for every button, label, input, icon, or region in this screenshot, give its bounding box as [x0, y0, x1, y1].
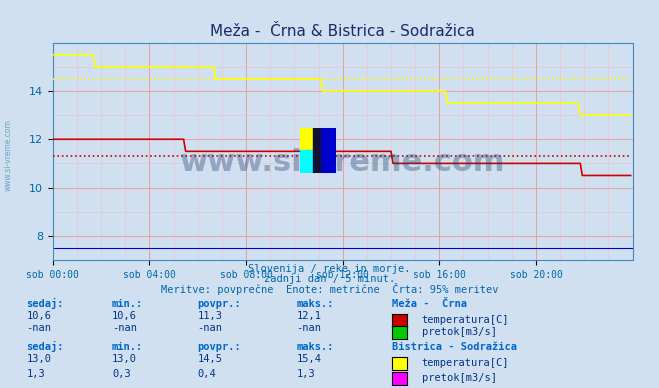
Polygon shape — [314, 128, 320, 173]
Text: povpr.:: povpr.: — [198, 298, 241, 308]
Bar — [318, 128, 336, 173]
Text: 0,4: 0,4 — [198, 369, 216, 379]
Text: zadnji dan / 5 minut.: zadnji dan / 5 minut. — [264, 274, 395, 284]
Text: maks.:: maks.: — [297, 342, 334, 352]
Text: 1,3: 1,3 — [297, 369, 315, 379]
Text: 10,6: 10,6 — [26, 311, 51, 321]
Text: temperatura[C]: temperatura[C] — [422, 315, 509, 325]
Text: min.:: min.: — [112, 298, 143, 308]
Text: 11,3: 11,3 — [198, 311, 223, 321]
Text: www.si-vreme.com: www.si-vreme.com — [3, 119, 13, 191]
Text: -nan: -nan — [198, 323, 223, 333]
Text: -nan: -nan — [112, 323, 137, 333]
Text: -nan: -nan — [26, 323, 51, 333]
Text: pretok[m3/s]: pretok[m3/s] — [422, 327, 497, 337]
Text: 13,0: 13,0 — [26, 354, 51, 364]
Text: -nan: -nan — [297, 323, 322, 333]
Bar — [300, 150, 318, 173]
Text: 10,6: 10,6 — [112, 311, 137, 321]
Text: 1,3: 1,3 — [26, 369, 45, 379]
Text: Meritve: povprečne  Enote: metrične  Črta: 95% meritev: Meritve: povprečne Enote: metrične Črta:… — [161, 283, 498, 295]
Text: maks.:: maks.: — [297, 298, 334, 308]
Text: 12,1: 12,1 — [297, 311, 322, 321]
Text: Bistrica - Sodražica: Bistrica - Sodražica — [392, 342, 517, 352]
Text: pretok[m3/s]: pretok[m3/s] — [422, 373, 497, 383]
Text: 15,4: 15,4 — [297, 354, 322, 364]
Bar — [300, 128, 318, 150]
Text: 0,3: 0,3 — [112, 369, 130, 379]
Text: sedaj:: sedaj: — [26, 298, 64, 308]
Title: Meža -  Črna & Bistrica - Sodražica: Meža - Črna & Bistrica - Sodražica — [210, 24, 475, 39]
Text: 13,0: 13,0 — [112, 354, 137, 364]
Text: Meža -  Črna: Meža - Črna — [392, 298, 467, 308]
Text: sedaj:: sedaj: — [26, 341, 64, 352]
Text: Slovenija / reke in morje.: Slovenija / reke in morje. — [248, 263, 411, 274]
Text: 14,5: 14,5 — [198, 354, 223, 364]
Text: www.si-vreme.com: www.si-vreme.com — [180, 148, 505, 177]
Text: min.:: min.: — [112, 342, 143, 352]
Text: povpr.:: povpr.: — [198, 342, 241, 352]
Text: temperatura[C]: temperatura[C] — [422, 358, 509, 368]
